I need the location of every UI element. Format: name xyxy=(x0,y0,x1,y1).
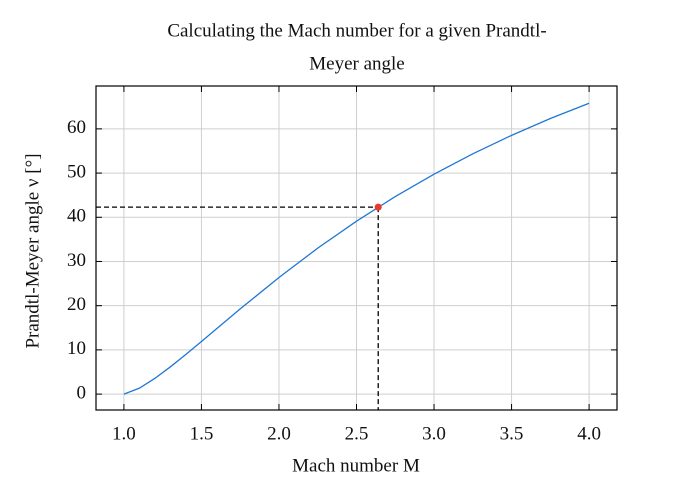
y-axis-label: Prandtl-Meyer angle ν [°] xyxy=(22,153,43,348)
x-tick-label: 2.0 xyxy=(267,423,291,444)
plot-frame xyxy=(95,85,618,411)
x-tick-label: 1.5 xyxy=(190,423,214,444)
marker-point xyxy=(374,203,382,211)
x-tick-label: 4.0 xyxy=(577,423,601,444)
x-tick-label: 1.0 xyxy=(112,423,136,444)
x-axis-label: Mach number M xyxy=(292,455,420,476)
chart-title: Calculating the Mach number for a given … xyxy=(167,20,546,41)
y-tick-label: 10 xyxy=(67,338,86,359)
line-series xyxy=(123,102,590,395)
y-tick-label: 30 xyxy=(67,250,86,271)
y-tick-label: 40 xyxy=(67,206,86,227)
x-tick-label: 3.0 xyxy=(422,423,446,444)
y-tick-label: 60 xyxy=(67,117,86,138)
y-tick-label: 20 xyxy=(67,294,86,315)
y-tick-label: 0 xyxy=(77,382,87,403)
x-tick-label: 2.5 xyxy=(345,423,369,444)
chart-title: Meyer angle xyxy=(309,53,404,74)
x-tick-label: 3.5 xyxy=(500,423,524,444)
y-tick-label: 50 xyxy=(67,161,86,182)
